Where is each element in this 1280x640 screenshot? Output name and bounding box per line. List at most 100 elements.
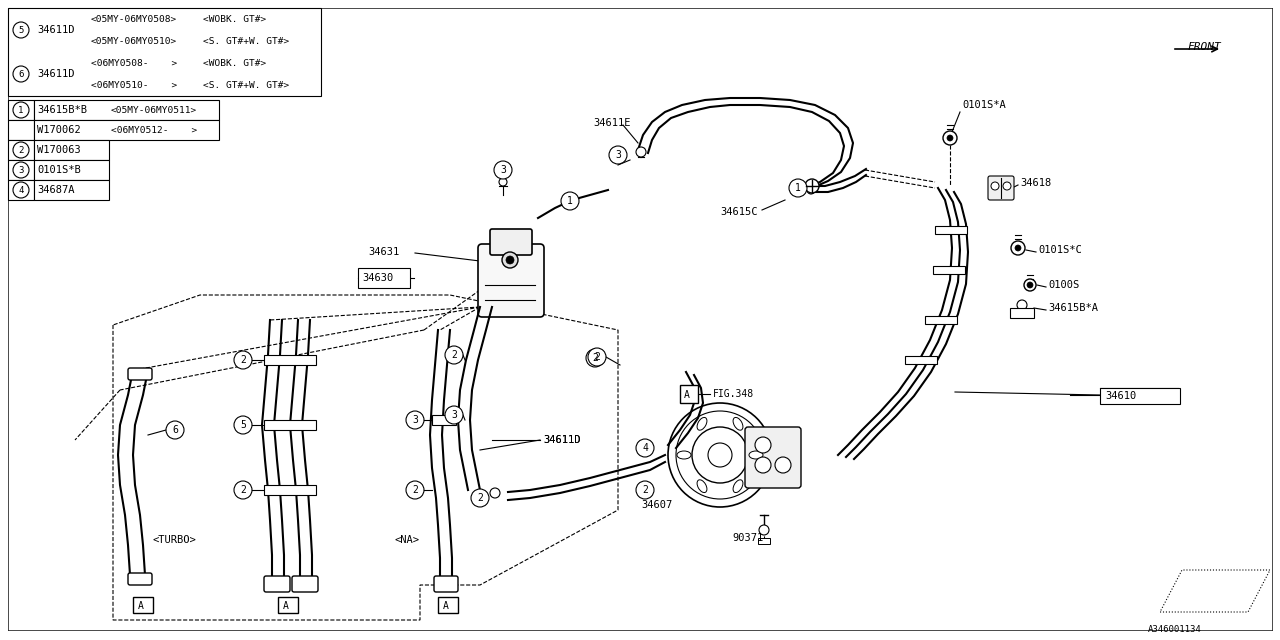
Text: 3: 3 bbox=[451, 410, 457, 420]
Circle shape bbox=[13, 66, 29, 82]
Circle shape bbox=[708, 443, 732, 467]
Bar bbox=[133, 597, 154, 613]
Circle shape bbox=[636, 147, 646, 157]
FancyBboxPatch shape bbox=[128, 368, 152, 380]
FancyBboxPatch shape bbox=[477, 244, 544, 317]
Circle shape bbox=[13, 182, 29, 198]
Text: <WOBK. GT#>: <WOBK. GT#> bbox=[204, 15, 266, 24]
Bar bbox=[1100, 388, 1180, 404]
Circle shape bbox=[788, 179, 806, 197]
Text: 34611D: 34611D bbox=[37, 69, 74, 79]
Circle shape bbox=[506, 256, 515, 264]
Circle shape bbox=[588, 348, 605, 366]
Text: 3: 3 bbox=[18, 166, 24, 175]
Bar bbox=[8, 160, 35, 180]
Circle shape bbox=[668, 403, 772, 507]
FancyBboxPatch shape bbox=[264, 576, 291, 592]
Circle shape bbox=[609, 146, 627, 164]
Circle shape bbox=[445, 406, 463, 424]
Circle shape bbox=[234, 351, 252, 369]
Text: <05MY-06MY0510>: <05MY-06MY0510> bbox=[91, 36, 177, 45]
Text: A: A bbox=[443, 601, 449, 611]
Bar bbox=[264, 355, 316, 365]
Bar bbox=[758, 538, 771, 544]
Circle shape bbox=[1004, 182, 1011, 190]
Text: 34615B*B: 34615B*B bbox=[37, 105, 87, 115]
Bar bbox=[8, 100, 35, 120]
Bar bbox=[1010, 308, 1034, 318]
Text: 2: 2 bbox=[594, 352, 600, 362]
Ellipse shape bbox=[749, 451, 763, 459]
Circle shape bbox=[561, 192, 579, 210]
Text: <WOBK. GT#>: <WOBK. GT#> bbox=[204, 58, 266, 67]
Bar bbox=[433, 415, 456, 425]
Text: 1: 1 bbox=[18, 106, 24, 115]
Ellipse shape bbox=[698, 480, 707, 493]
Bar bbox=[35, 160, 109, 180]
Bar bbox=[264, 420, 316, 430]
Ellipse shape bbox=[677, 451, 691, 459]
Text: <06MY0510-    >: <06MY0510- > bbox=[91, 81, 177, 90]
Ellipse shape bbox=[698, 417, 707, 430]
Ellipse shape bbox=[733, 417, 742, 430]
Text: 1: 1 bbox=[795, 183, 801, 193]
Bar bbox=[933, 266, 965, 274]
Circle shape bbox=[991, 182, 998, 190]
Text: <S. GT#+W. GT#>: <S. GT#+W. GT#> bbox=[204, 36, 289, 45]
Text: 34611D: 34611D bbox=[543, 435, 581, 445]
Text: 2: 2 bbox=[451, 350, 457, 360]
Text: <S. GT#+W. GT#>: <S. GT#+W. GT#> bbox=[204, 81, 289, 90]
Bar bbox=[358, 268, 410, 288]
Text: FRONT: FRONT bbox=[1188, 42, 1221, 52]
Ellipse shape bbox=[733, 480, 742, 493]
Bar bbox=[35, 180, 109, 200]
Text: 0101S*A: 0101S*A bbox=[963, 100, 1006, 110]
Circle shape bbox=[1024, 279, 1036, 291]
FancyBboxPatch shape bbox=[745, 427, 801, 488]
Circle shape bbox=[13, 142, 29, 158]
Circle shape bbox=[471, 489, 489, 507]
Circle shape bbox=[445, 346, 463, 364]
Circle shape bbox=[502, 252, 518, 268]
Text: 2: 2 bbox=[18, 145, 24, 154]
Bar bbox=[934, 226, 966, 234]
FancyBboxPatch shape bbox=[988, 176, 1014, 200]
Text: 2: 2 bbox=[593, 353, 598, 363]
Text: FIG.348: FIG.348 bbox=[713, 389, 754, 399]
Bar bbox=[8, 120, 35, 140]
Circle shape bbox=[586, 349, 604, 367]
Text: 0101S*C: 0101S*C bbox=[1038, 245, 1082, 255]
Text: 34687A: 34687A bbox=[37, 185, 74, 195]
Circle shape bbox=[1027, 282, 1033, 288]
Text: 34611D: 34611D bbox=[543, 435, 581, 445]
Text: A: A bbox=[684, 390, 690, 400]
FancyBboxPatch shape bbox=[128, 573, 152, 585]
Text: <05MY-06MY0511>: <05MY-06MY0511> bbox=[111, 106, 197, 115]
Text: W170063: W170063 bbox=[37, 145, 81, 155]
Text: 34615C: 34615C bbox=[721, 207, 758, 217]
Text: 3: 3 bbox=[616, 150, 621, 160]
Circle shape bbox=[755, 457, 771, 473]
Bar bbox=[438, 597, 458, 613]
Circle shape bbox=[692, 427, 748, 483]
Text: <05MY-06MY0508>: <05MY-06MY0508> bbox=[91, 15, 177, 24]
Text: 2: 2 bbox=[643, 485, 648, 495]
Circle shape bbox=[636, 481, 654, 499]
Text: 2: 2 bbox=[477, 493, 483, 503]
Text: 34615B*A: 34615B*A bbox=[1048, 303, 1098, 313]
Circle shape bbox=[755, 437, 771, 453]
Text: 4: 4 bbox=[18, 186, 24, 195]
Circle shape bbox=[490, 488, 500, 498]
Text: 34630: 34630 bbox=[362, 273, 393, 283]
Bar bbox=[8, 140, 35, 160]
Text: 2: 2 bbox=[241, 485, 246, 495]
Circle shape bbox=[166, 421, 184, 439]
Bar bbox=[35, 100, 219, 120]
Circle shape bbox=[676, 411, 764, 499]
Circle shape bbox=[1015, 245, 1021, 251]
Circle shape bbox=[494, 161, 512, 179]
Text: <06MY0512-    >: <06MY0512- > bbox=[111, 125, 197, 134]
Text: 34618: 34618 bbox=[1020, 178, 1051, 188]
Bar bbox=[35, 140, 109, 160]
Text: 34610: 34610 bbox=[1105, 391, 1137, 401]
